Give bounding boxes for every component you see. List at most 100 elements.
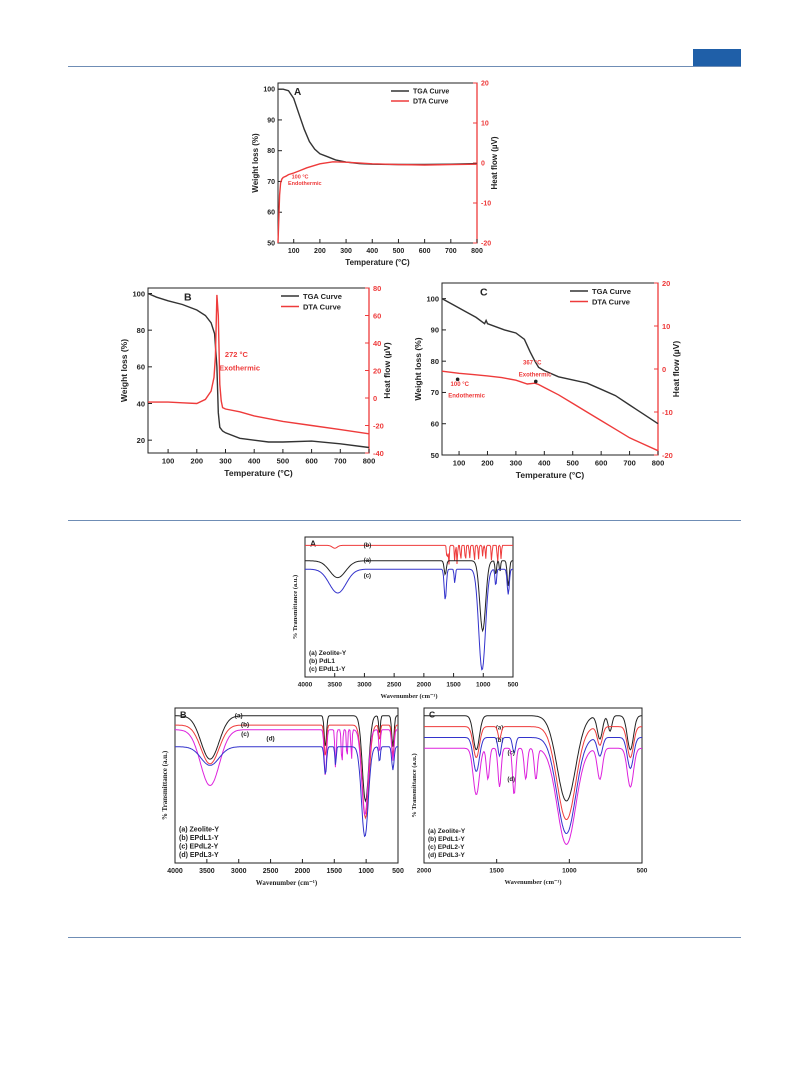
y2-tick-label: 10 [481, 121, 489, 128]
y-tick-label: 50 [267, 241, 275, 248]
y2-tick-label: -20 [373, 421, 384, 430]
plot-frame [423, 707, 643, 864]
header-rule [68, 66, 741, 67]
x-tick-label: 300 [219, 457, 232, 466]
x-tick-label: 700 [445, 248, 457, 255]
x-tick-label: 300 [340, 248, 352, 255]
y2-axis-label: Heat flow (µV) [382, 342, 392, 399]
x-tick-label: 400 [538, 459, 551, 468]
tga-chart-b: 100 200 300 400 500 600 700 80020406080100-40-2… [119, 284, 392, 478]
y-tick-label: 80 [267, 148, 275, 155]
y-axis-label: Weight loss (%) [119, 339, 129, 402]
x-tick-label: 1500 [446, 682, 461, 689]
y2-tick-label: 20 [481, 81, 489, 88]
y2-axis-label: Heat flow (µV) [490, 136, 499, 189]
spectrum-line [175, 728, 398, 816]
y2-tick-label: 20 [373, 366, 381, 375]
x-tick-label: 100 [288, 248, 300, 255]
legend-entry: (a) Zeolite-Y [309, 650, 347, 657]
spectrum-line [424, 715, 642, 802]
legend-entry: TGA Curve [592, 287, 631, 296]
x-tick-label: 1000 [476, 682, 491, 689]
legend-entry: (b) EPdL1-Y [428, 836, 465, 843]
series-line [441, 370, 659, 452]
y-axis-label: % Transmittance (a.u.) [161, 750, 169, 820]
legend-entry: (c) EPdL1-Y [309, 666, 346, 673]
y-tick-label: 60 [137, 363, 145, 372]
y-tick-label: 90 [431, 326, 439, 335]
x-axis-label: Wavenumber (cm⁻¹) [380, 693, 437, 700]
series-line [441, 297, 659, 425]
y2-tick-label: 0 [481, 161, 485, 168]
x-tick-label: 1000 [358, 868, 374, 875]
x-tick-label: 400 [248, 457, 261, 466]
y2-tick-label: 20 [662, 279, 670, 288]
series-label: (c) [364, 574, 371, 580]
ftir-chart-a: 4000 3500 3000 2500 2000 1500 1000 500 Wavenumbe… [292, 536, 519, 700]
y-tick-label: 90 [267, 117, 275, 124]
x-tick-label: 500 [566, 459, 579, 468]
legend-entry: DTA Curve [592, 297, 630, 306]
plot-frame [277, 82, 478, 244]
x-tick-label: 600 [595, 459, 608, 468]
spectrum-line [305, 560, 513, 633]
y2-tick-label: 40 [373, 339, 381, 348]
x-tick-label: 800 [363, 457, 376, 466]
series-label: (b) [496, 738, 504, 744]
footer-rule [68, 937, 741, 938]
annotation: 100 °C [292, 175, 309, 181]
x-tick-label: 800 [652, 459, 665, 468]
tga-chart-c: 100 200 300 400 500 600 700 8005060708090100-20… [413, 279, 681, 480]
annotation: Exothermic [219, 364, 260, 373]
x-tick-label: 2000 [417, 868, 432, 875]
series-line [148, 294, 370, 435]
x-tick-label: 500 [393, 248, 405, 255]
plot-frame [441, 282, 659, 456]
plot-frame [174, 707, 399, 864]
series-label: (d) [266, 736, 274, 743]
legend-entry: TGA Curve [413, 89, 449, 96]
legend-entry: TGA Curve [303, 292, 342, 301]
x-tick-label: 1000 [562, 868, 577, 875]
x-axis-label: Temperature (°C) [516, 470, 585, 480]
series-label: (a) [364, 558, 371, 564]
y2-tick-label: -10 [662, 408, 673, 417]
x-tick-label: 700 [334, 457, 347, 466]
spectrum-line [175, 724, 398, 820]
legend-entry: (d) EPdL3-Y [179, 852, 219, 859]
x-tick-label: 3500 [199, 868, 215, 875]
legend-entry: (a) Zeolite-Y [179, 827, 219, 834]
x-tick-label: 400 [366, 248, 378, 255]
x-axis-label: Wavenumber (cm⁻¹) [256, 879, 318, 887]
x-tick-label: 600 [305, 457, 318, 466]
spectrum-line [175, 746, 398, 838]
x-tick-label: 2000 [417, 682, 432, 689]
y-axis-label: % Transmittance (a.u.) [292, 575, 299, 639]
series-label: (b) [364, 543, 372, 549]
y-tick-label: 80 [137, 326, 145, 335]
y-axis-label: % Transmittance (a.u.) [411, 753, 418, 817]
y-axis-label: Weight loss (%) [251, 133, 260, 193]
annotation: Endothermic [288, 181, 322, 187]
series-label: (a) [496, 726, 503, 732]
y2-tick-label: 80 [373, 284, 381, 293]
x-tick-label: 100 [453, 459, 466, 468]
annotation-marker [455, 377, 460, 382]
x-tick-label: 1500 [326, 868, 342, 875]
annotation-marker [533, 379, 538, 384]
y-tick-label: 60 [267, 210, 275, 217]
annotation: 100 °C [451, 382, 470, 388]
y-tick-label: 60 [431, 419, 439, 428]
series-line [277, 161, 478, 244]
x-tick-label: 300 [510, 459, 523, 468]
annotation: 367 °C [523, 361, 542, 367]
series-line [147, 292, 370, 449]
panel-label: A [310, 539, 316, 549]
legend-entry: DTA Curve [303, 302, 341, 311]
x-tick-label: 4000 [298, 682, 313, 689]
annotation: Endothermic [448, 393, 485, 399]
ftir-chart-b: 4000 3500 3000 2500 2000 1500 1000 500 Wavenumbe… [161, 707, 404, 887]
y2-tick-label: -10 [481, 201, 491, 208]
x-tick-label: 2500 [387, 682, 402, 689]
y2-tick-label: 0 [373, 394, 377, 403]
